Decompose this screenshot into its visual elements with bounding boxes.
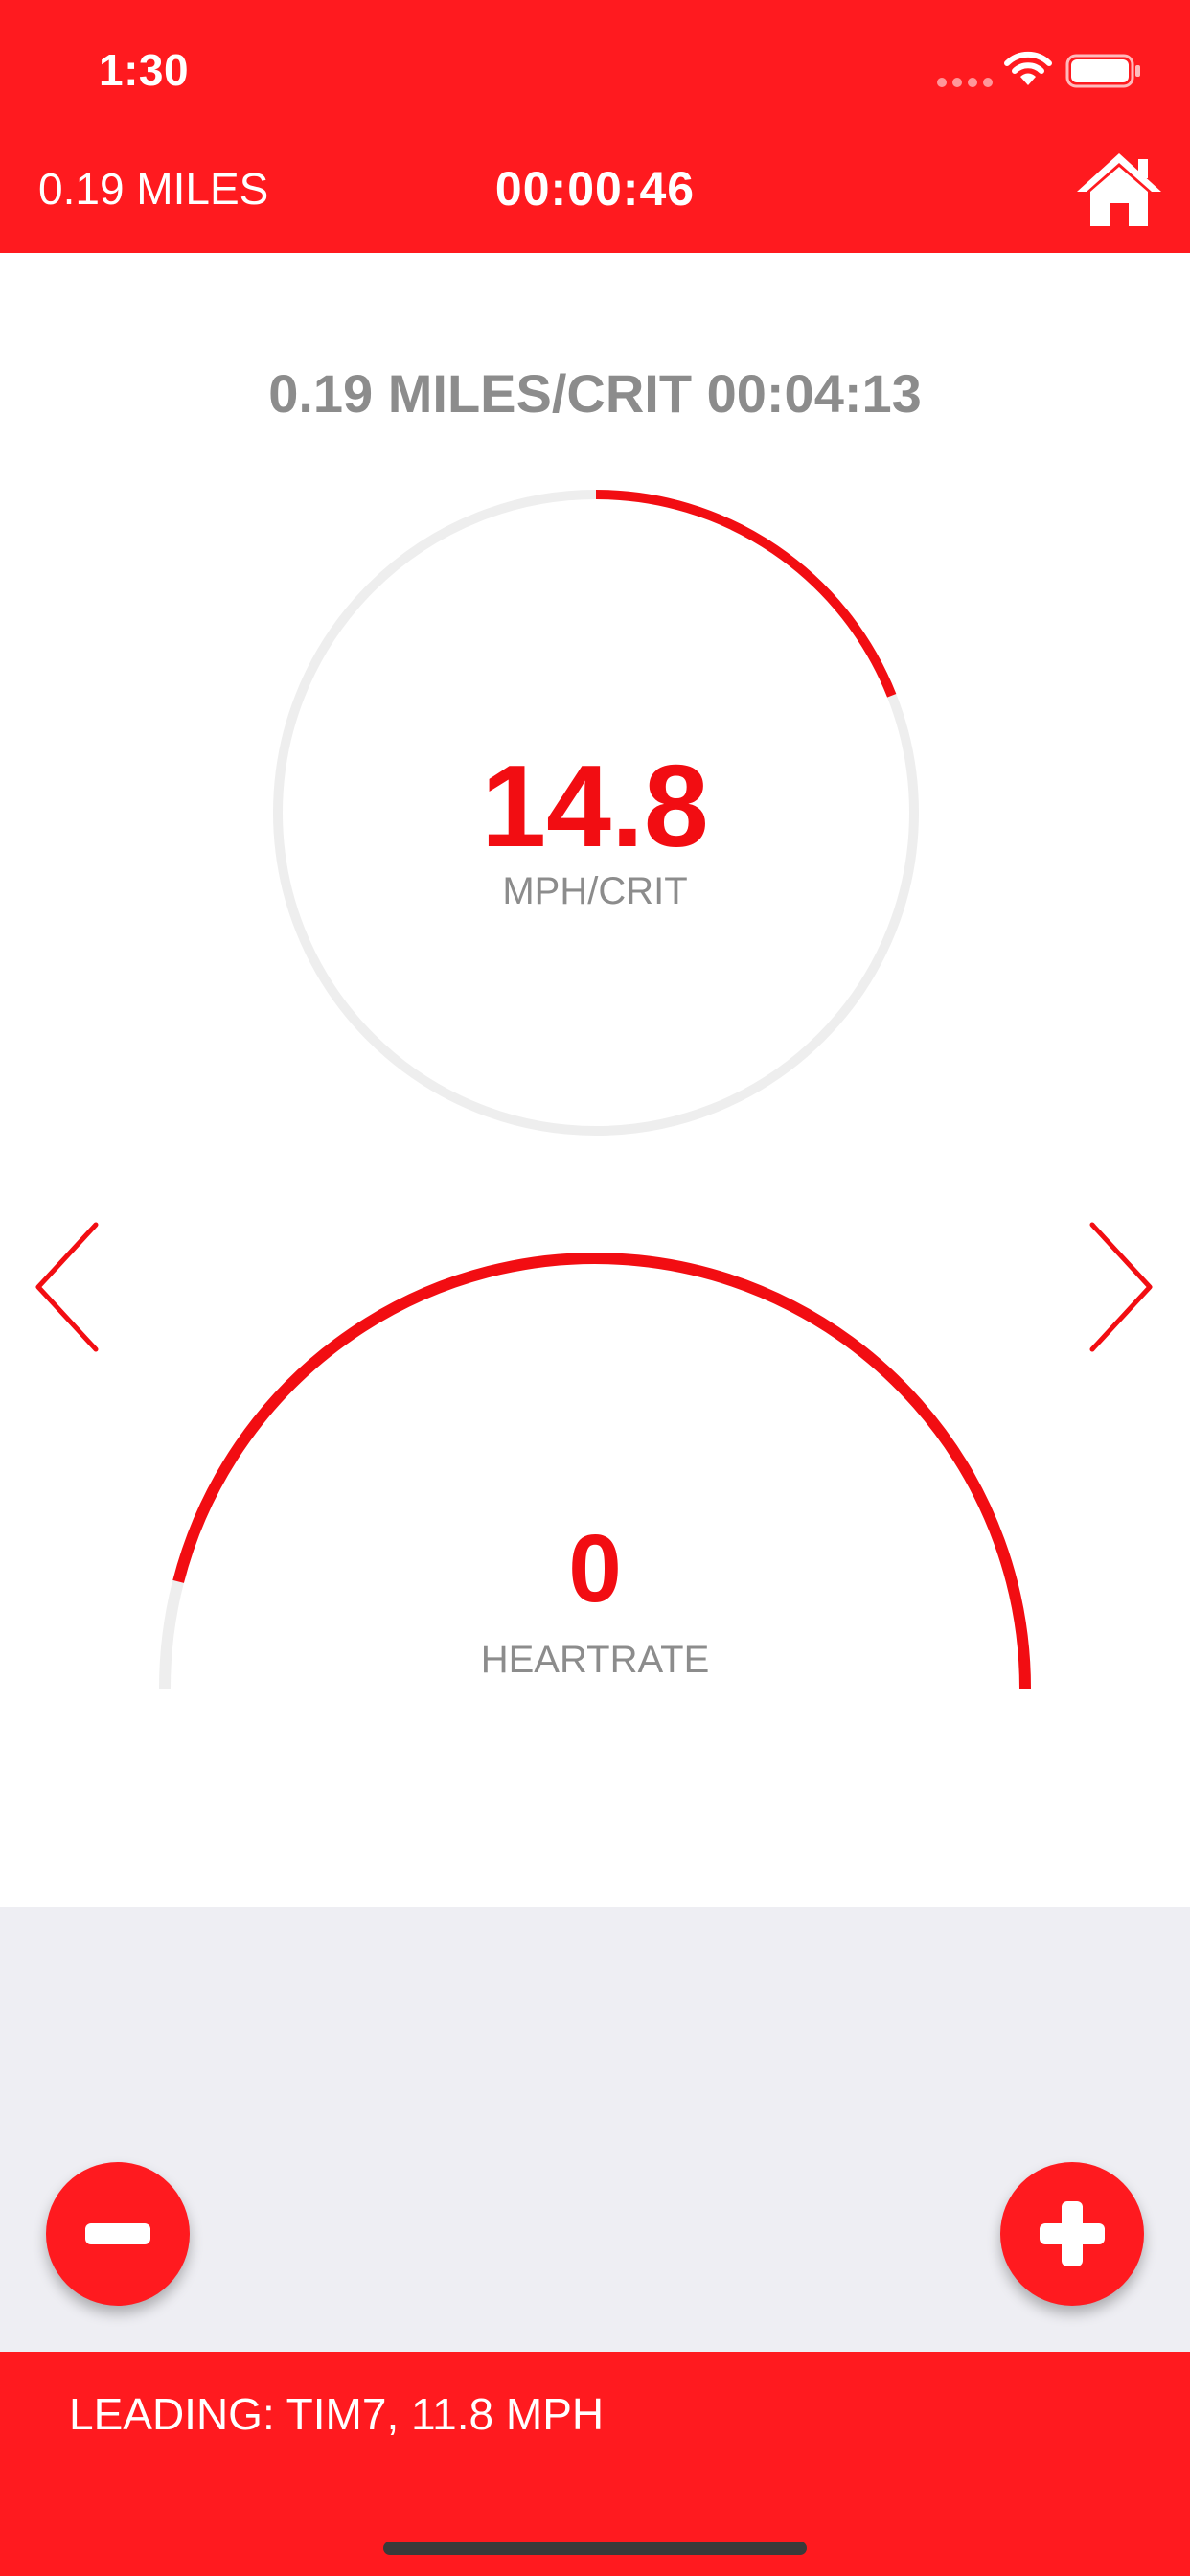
wifi-icon bbox=[1004, 51, 1052, 85]
minus-icon bbox=[85, 2223, 150, 2244]
elapsed-time: 00:00:46 bbox=[494, 162, 696, 216]
speed-value: 14.8 bbox=[481, 741, 709, 871]
home-indicator[interactable] bbox=[383, 2542, 807, 2555]
heartrate-unit-label: HEARTRATE bbox=[480, 1639, 710, 1681]
leader-bar: LEADING: TIM7, 11.8 MPH bbox=[0, 2352, 1190, 2576]
control-panel bbox=[0, 1907, 1190, 2352]
speed-unit-label: MPH/CRIT bbox=[502, 870, 688, 912]
chevron-right-icon[interactable] bbox=[1083, 1215, 1159, 1359]
total-distance: 0.19 MILES bbox=[38, 164, 269, 214]
increase-button[interactable] bbox=[1000, 2162, 1144, 2306]
leader-text: LEADING: TIM7, 11.8 MPH bbox=[69, 2389, 605, 2439]
cellular-signal-icon bbox=[937, 78, 993, 87]
heartrate-value: 0 bbox=[568, 1515, 622, 1622]
heartrate-gauge-fill bbox=[172, 1253, 1031, 1690]
heartrate-gauge bbox=[159, 1253, 1031, 1690]
lap-summary: 0.19 MILES/CRIT 00:04:13 bbox=[268, 363, 922, 424]
battery-icon bbox=[1065, 54, 1140, 88]
speed-gauge bbox=[273, 490, 919, 1136]
home-icon[interactable] bbox=[1073, 150, 1165, 228]
heartrate-gauge-track bbox=[159, 1253, 1031, 1690]
decrease-button[interactable] bbox=[46, 2162, 190, 2306]
top-bar: 1:30 0.19 MILES 00:00:46 bbox=[0, 0, 1190, 253]
speed-gauge-fill bbox=[595, 490, 897, 698]
status-time: 1:30 bbox=[99, 45, 190, 95]
chevron-left-icon[interactable] bbox=[29, 1215, 105, 1359]
